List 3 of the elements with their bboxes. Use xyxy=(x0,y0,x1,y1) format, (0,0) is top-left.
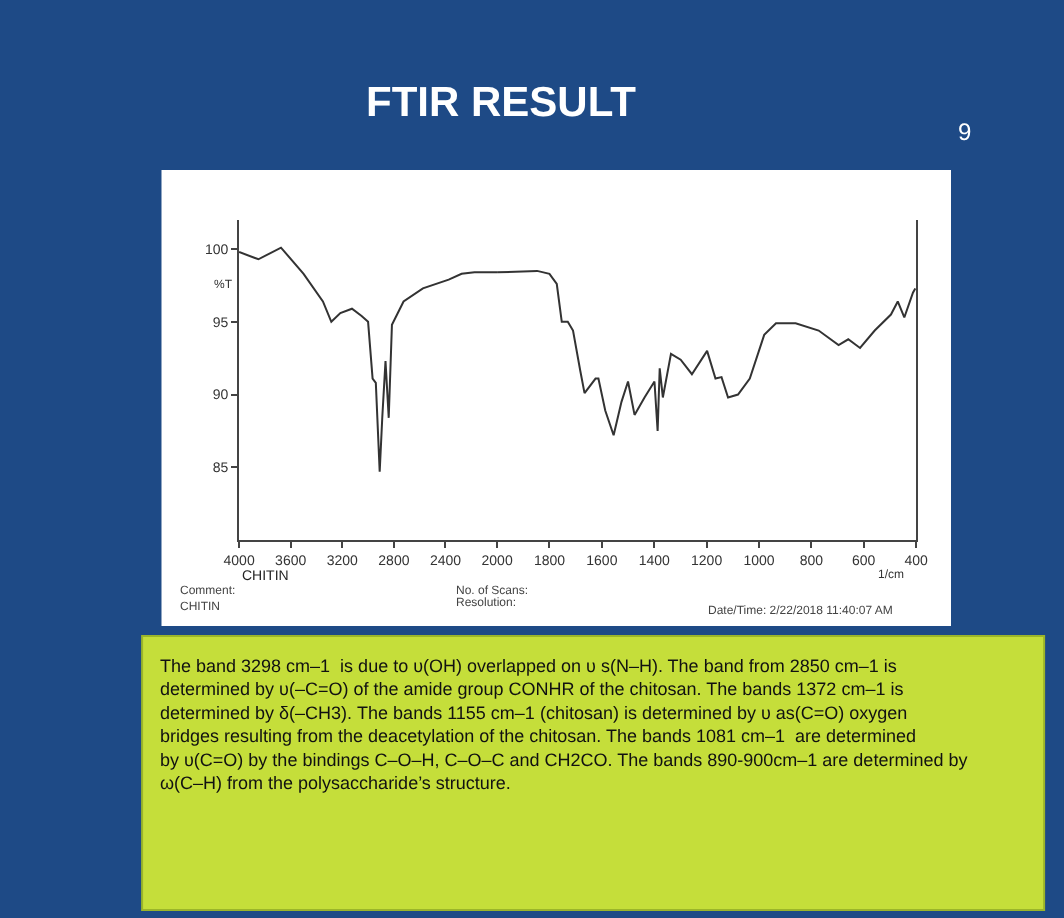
text: 9 xyxy=(958,118,972,146)
text: The band 3298 cm–1 is due to υ(OH) overlapped on υ s(N–H). The band from 2850 cm–1 is determined by υ(–C=O) of the amide group CONHR of the chitosan. The bands 1372 cm–1 is determined by δ(–CH3). The bands 1155 cm–1 (chitosan) is determined by υ as(C=O) oxygen bridges resulting from the deacetylation of the chitosan. The bands 1081 cm–1 are determined by υ(C=O) by the bindings C–O–H, C–O–C and CH2CO. The bands 890-900cm–1 are determined by ω(C–H) from the polysaccharide’s structure. xyxy=(160,656,969,793)
chart-title: FTIR RESULT xyxy=(366,80,637,126)
